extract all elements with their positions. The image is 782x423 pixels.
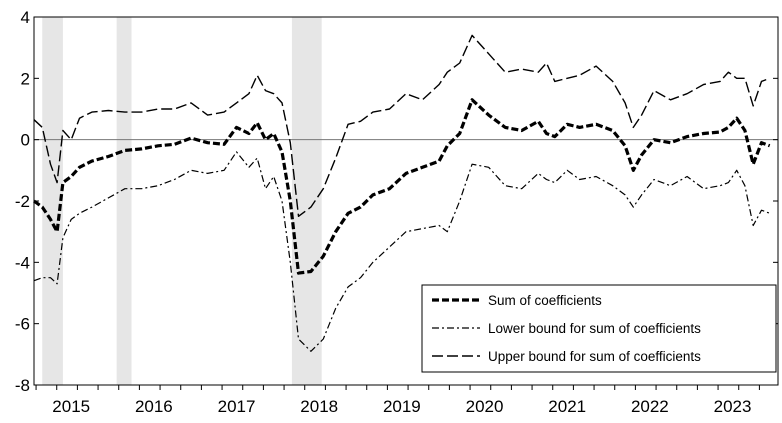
shaded-period-1 (116, 17, 132, 385)
y-tick-label: 0 (21, 131, 30, 150)
x-tick-label: 2017 (218, 397, 256, 416)
legend: Sum of coefficients Lower bound for sum o… (421, 284, 777, 373)
legend-label-0: Sum of coefficients (488, 293, 602, 308)
x-tick-label: 2019 (383, 397, 421, 416)
x-tick-label: 2023 (714, 397, 752, 416)
shaded-periods (42, 17, 322, 385)
legend-label-2: Upper bound for sum of coefficients (488, 349, 701, 364)
series-line-1 (33, 151, 770, 352)
x-tick-label: 2016 (135, 397, 173, 416)
x-tick-label: 2020 (466, 397, 504, 416)
y-tick-label: -2 (15, 192, 30, 211)
series-line-2 (33, 34, 770, 217)
y-tick-label: -8 (15, 376, 30, 395)
shaded-period-0 (42, 17, 63, 385)
series-line-0 (33, 98, 771, 275)
y-tick-label: 4 (21, 8, 30, 27)
x-tick-label: 2018 (300, 397, 338, 416)
x-tick-label: 2021 (548, 397, 586, 416)
y-axis: 4 2 0 -2 -4 -6 -8 (15, 8, 778, 395)
y-tick-label: -6 (15, 315, 30, 334)
legend-label-1: Lower bound for sum of coefficients (488, 321, 701, 336)
x-tick-label: 2022 (631, 397, 669, 416)
y-tick-label: -4 (15, 253, 30, 272)
series-layer (33, 34, 771, 352)
x-axis: 2015 2016 2017 2018 2019 2020 2021 2022 2023 (35, 385, 760, 416)
x-tick-label: 2015 (52, 397, 90, 416)
y-tick-label: 2 (21, 69, 30, 88)
legend-box (421, 284, 777, 373)
